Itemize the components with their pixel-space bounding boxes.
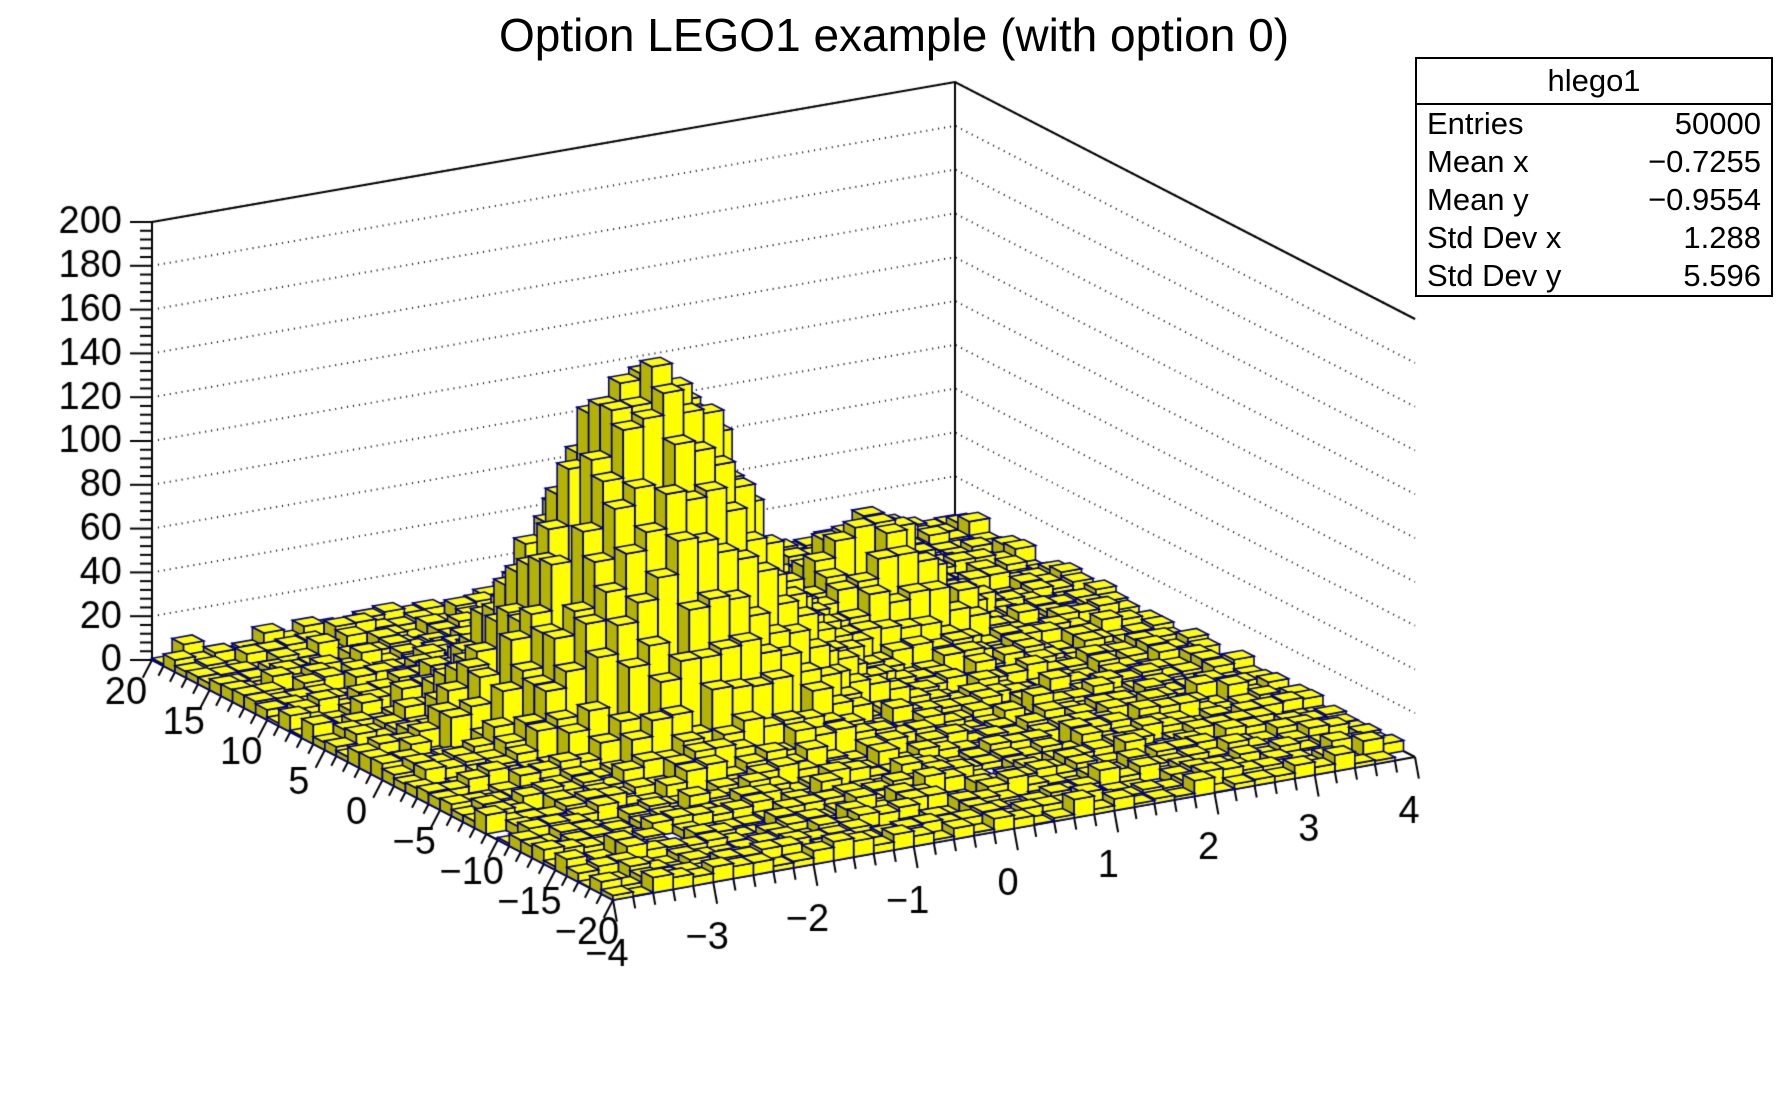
- stats-row-label: Std Dev x: [1427, 220, 1562, 255]
- stats-row-value: −0.9554: [1648, 182, 1761, 217]
- page-title: Option LEGO1 example (with option 0): [498, 9, 1290, 61]
- stats-title: hlego1: [1417, 59, 1771, 105]
- stats-row: Std Dev x 1.288: [1417, 219, 1771, 257]
- stats-row-label: Entries: [1427, 106, 1524, 141]
- stats-row: Std Dev y 5.596: [1417, 257, 1771, 295]
- stats-row-label: Std Dev y: [1427, 258, 1562, 293]
- stats-row: Mean y −0.9554: [1417, 181, 1771, 219]
- stats-row-label: Mean x: [1427, 144, 1529, 179]
- stats-row-value: −0.7255: [1648, 144, 1761, 179]
- stats-row: Entries 50000: [1417, 105, 1771, 143]
- stats-row-value: 50000: [1674, 106, 1761, 141]
- stats-row-value: 1.288: [1683, 220, 1761, 255]
- stats-row-label: Mean y: [1427, 182, 1529, 217]
- stats-row: Mean x −0.7255: [1417, 143, 1771, 181]
- stats-box[interactable]: hlego1 Entries 50000 Mean x −0.7255 Mean y −0…: [1415, 57, 1773, 297]
- stats-rows: Entries 50000 Mean x −0.7255 Mean y −0.9554 St…: [1417, 105, 1771, 295]
- stats-row-value: 5.596: [1683, 258, 1761, 293]
